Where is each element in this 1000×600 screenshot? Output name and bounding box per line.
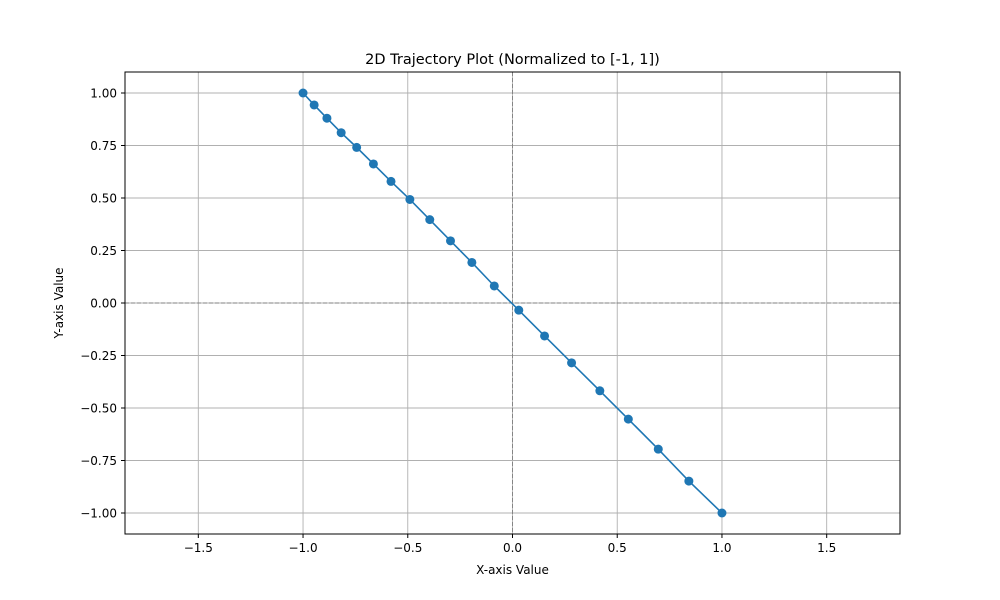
y-tick-label: 0.50 — [90, 192, 117, 206]
data-point — [309, 100, 319, 110]
chart-title: 2D Trajectory Plot (Normalized to [-1, 1… — [365, 52, 660, 68]
data-point — [467, 257, 477, 267]
data-point — [386, 176, 396, 186]
data-point — [514, 305, 524, 315]
x-tick-label: 0.5 — [608, 541, 627, 555]
y-tick-label: 1.00 — [90, 87, 117, 101]
data-point — [489, 281, 499, 291]
data-point — [567, 358, 577, 368]
x-tick-label: 1.0 — [712, 541, 731, 555]
data-point — [336, 128, 346, 138]
data-point — [717, 508, 727, 518]
y-tick-label: 0.00 — [90, 297, 117, 311]
x-tick-label: 1.5 — [817, 541, 836, 555]
data-point — [352, 142, 362, 152]
data-point — [446, 236, 455, 246]
x-tick-label: −1.5 — [184, 541, 213, 555]
data-point — [684, 476, 694, 486]
y-tick-label: −0.50 — [80, 402, 117, 416]
y-tick-label: 0.25 — [90, 244, 117, 258]
data-point — [653, 444, 663, 454]
x-axis-ticks: −1.5 −1.0 −0.5 0.0 0.5 1.0 1.5 — [184, 534, 836, 555]
series — [298, 88, 727, 518]
data-point — [405, 194, 415, 204]
data-point — [623, 414, 633, 424]
y-tick-label: −0.25 — [80, 349, 117, 363]
y-tick-label: −1.00 — [80, 507, 117, 521]
y-axis-label: Y-axis Value — [52, 267, 66, 339]
data-point — [322, 113, 332, 123]
data-point — [425, 215, 435, 225]
data-point — [298, 88, 308, 98]
y-tick-label: −0.75 — [80, 454, 117, 468]
data-point — [368, 159, 378, 169]
y-tick-label: 0.75 — [90, 139, 117, 153]
data-point — [540, 331, 550, 341]
y-axis-ticks: 1.00 0.75 0.50 0.25 0.00 −0.25 −0.50 −0.75 −1.00 — [80, 87, 125, 521]
x-tick-label: −1.0 — [288, 541, 317, 555]
x-tick-label: −0.5 — [393, 541, 422, 555]
x-tick-label: 0.0 — [503, 541, 522, 555]
data-point — [595, 386, 605, 396]
x-axis-label: X-axis Value — [476, 563, 549, 577]
